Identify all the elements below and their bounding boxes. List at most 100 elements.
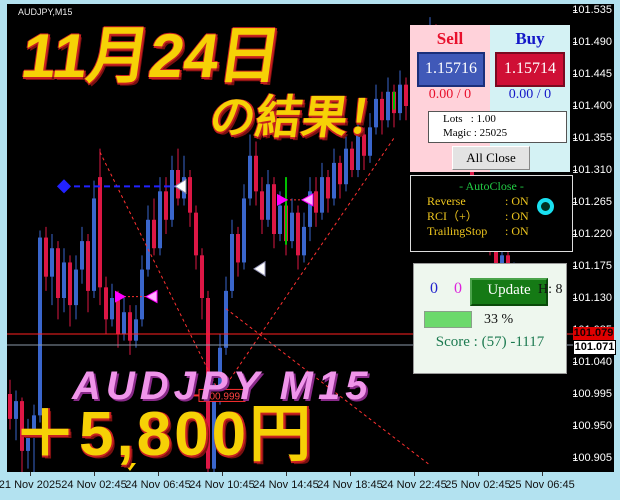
candle-body (308, 191, 312, 227)
overlay-profit-text: ＋5,800円 (14, 400, 315, 469)
trade-history-line (225, 308, 431, 466)
price-tick (573, 170, 577, 171)
time-label: 24 Nov 06:45 (125, 479, 191, 491)
price-tick (573, 138, 577, 139)
buy-button[interactable]: 1.15714 (495, 52, 565, 87)
candle-body (8, 394, 12, 419)
overlay-symbol-caption: AUDJPY M15 (72, 364, 373, 408)
all-close-button[interactable]: All Close (452, 146, 530, 170)
time-label: 25 Nov 02:45 (445, 479, 511, 491)
trade-history-line (99, 151, 221, 395)
price-label: 101.220 (572, 228, 612, 240)
candle-body (62, 262, 66, 298)
candle-body (290, 212, 294, 242)
candle-body (362, 134, 366, 156)
trade-history-line (219, 137, 395, 395)
autoclose-toggle-led[interactable] (537, 198, 554, 215)
candlestick-canvas: 100.999 (7, 17, 573, 472)
price-label: 101.535 (572, 4, 612, 16)
candle-body (146, 219, 150, 270)
current-price-flag: 101.071 (573, 340, 616, 355)
candle-body (266, 184, 270, 220)
candle-body (104, 287, 108, 320)
candle-body (296, 212, 300, 256)
white-triangle-marker (253, 260, 266, 277)
candle-body (230, 234, 234, 291)
candle-body (44, 237, 48, 277)
candle-body (278, 205, 282, 234)
update-button[interactable]: Update (470, 278, 548, 306)
autoclose-row-rci: RCI（+） : ON (427, 209, 529, 223)
count-magenta: 0 (454, 280, 462, 297)
candle-body (38, 237, 42, 416)
chart-symbol-title: AUDJPY,M15 (18, 7, 73, 17)
magenta-arrow-right (115, 290, 126, 303)
candle-body (194, 212, 198, 256)
magic-line: Magic : 25025 (443, 127, 508, 139)
time-tick (542, 472, 543, 476)
candle-body (170, 170, 174, 220)
price-axis: 101.535 101.490 101.445 101.400 101.355 101.3… (572, 4, 614, 472)
time-label: 24 Nov 10:45 (189, 479, 255, 491)
candle-body (350, 148, 354, 170)
price-tick (573, 298, 577, 299)
candle-body (236, 234, 240, 263)
price-label: 101.445 (572, 68, 612, 80)
price-label: 101.355 (572, 132, 612, 144)
price-tick (573, 394, 577, 395)
candle-body (32, 415, 36, 430)
candle-body (320, 177, 324, 213)
price-label: 100.950 (572, 420, 612, 432)
candle-body (56, 248, 60, 298)
candle-body (86, 241, 90, 291)
hour-label: H: 8 (538, 282, 563, 297)
score-label: Score : (57) -1117 (435, 334, 545, 350)
price-tick (573, 458, 577, 459)
time-label: 24 Nov 02:45 (61, 479, 127, 491)
candle-body (50, 248, 54, 277)
candle-body (26, 429, 30, 451)
candle-body (116, 298, 120, 334)
autoclose-row-reverse: Reverse : ON (427, 194, 529, 208)
time-tick (478, 472, 479, 476)
trade-panel: Sell Buy 1.15716 1.15714 0.00 / 0 0.00 /… (410, 25, 570, 172)
candle-body (74, 269, 78, 306)
yellow-axis-marker (124, 463, 136, 471)
candle-body (164, 191, 168, 220)
white-arrow-marker (174, 178, 187, 195)
price-label: 100.995 (572, 388, 612, 400)
lots-magic-box: Lots : 1.00 Magic : 25025 (428, 111, 567, 143)
price-tick (573, 266, 577, 267)
candle-body (248, 155, 252, 199)
autoclose-title: - AutoClose - (459, 179, 524, 193)
sell-stats: 0.00 / 0 (428, 87, 472, 102)
candle-body (332, 162, 336, 199)
sell-button[interactable]: 1.15716 (417, 52, 485, 87)
magenta-arrow-left (144, 289, 158, 304)
price-tick (573, 234, 577, 235)
candle-body (404, 84, 408, 106)
sell-label: Sell (436, 29, 464, 48)
price-label: 101.400 (572, 100, 612, 112)
progress-bar (424, 311, 563, 328)
candle-body (368, 127, 372, 156)
candle-body (374, 98, 378, 128)
candle-body (386, 91, 390, 121)
time-axis: 21 Nov 2025 24 Nov 02:45 24 Nov 06:45 24 No… (0, 472, 614, 500)
time-tick (94, 472, 95, 476)
time-tick (350, 472, 351, 476)
candle-body (344, 148, 348, 185)
time-tick (158, 472, 159, 476)
blue-diamond-marker (56, 179, 72, 194)
autoclose-row-trailingstop: TrailingStop : ON (427, 224, 529, 238)
time-tick (222, 472, 223, 476)
candle-body (200, 255, 204, 298)
candle-body (110, 298, 114, 320)
flag-box (198, 388, 246, 402)
progress-fill (424, 311, 472, 328)
candle-body (122, 312, 126, 334)
price-label: 101.175 (572, 260, 612, 272)
update-panel: 0 0 Update H: 8 33 % Score : (57) -1117 (413, 263, 567, 374)
time-label: 21 Nov 2025 (0, 479, 62, 491)
